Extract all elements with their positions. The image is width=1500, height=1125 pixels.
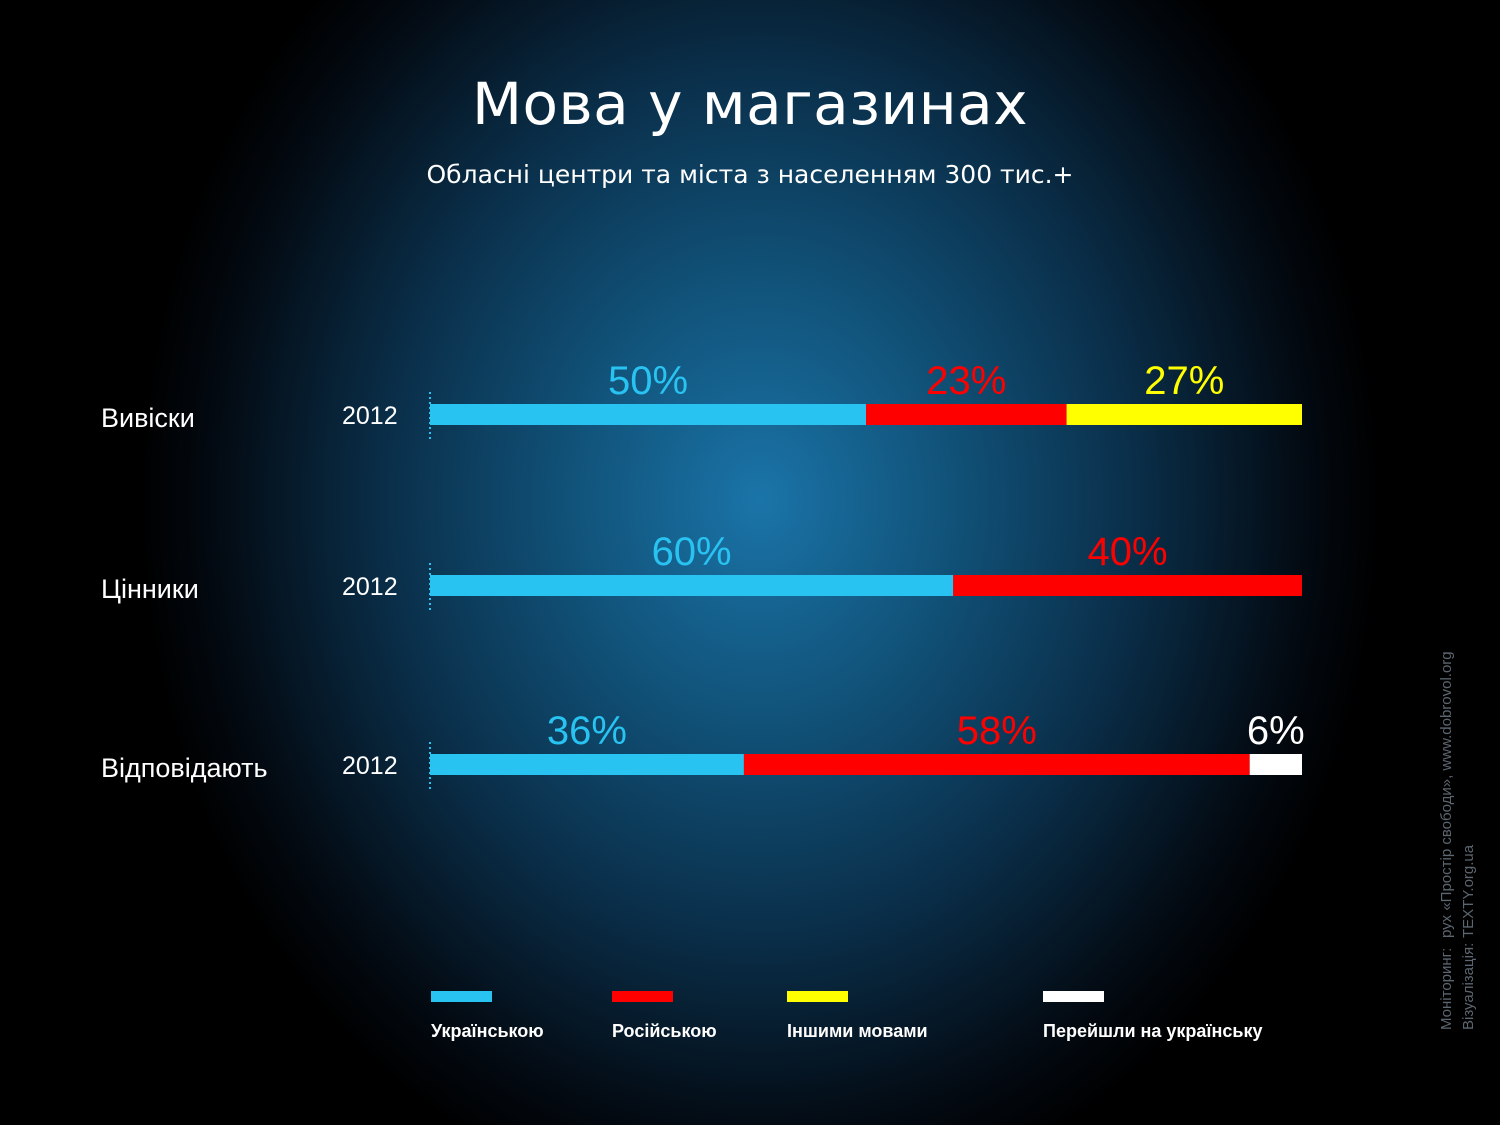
bar-segment (1249, 754, 1302, 775)
data-label: 6% (1247, 709, 1305, 753)
legend-label: Іншими мовами (787, 1021, 928, 1041)
credits: Моніторинг: рух «Простір свободи», www.d… (1436, 610, 1480, 1030)
year-label: 2012 (342, 402, 398, 430)
legend-swatch (787, 991, 848, 1002)
credits-monitoring: Моніторинг: рух «Простір свободи», www.d… (1436, 610, 1458, 1030)
monitoring-label: Моніторинг: (1438, 947, 1455, 1030)
data-label: 23% (926, 359, 1006, 403)
visualization-value: TEXTY.org.ua (1460, 844, 1477, 938)
bar-segment (430, 575, 954, 596)
data-label: 36% (547, 709, 627, 753)
category-label: Вивіски (101, 403, 195, 433)
credits-visualization: Візуалізація: TEXTY.org.ua (1458, 610, 1480, 1030)
monitoring-value: рух «Простір свободи», www.dobrovol.org (1438, 651, 1455, 938)
legend-swatch (612, 991, 673, 1002)
legend-label: Перейшли на українську (1043, 1021, 1262, 1041)
year-label: 2012 (342, 573, 398, 601)
bar-segment (1066, 404, 1302, 425)
data-label: 50% (608, 359, 688, 403)
data-label: 58% (957, 709, 1037, 753)
year-label: 2012 (342, 752, 398, 780)
bar-segment (866, 404, 1067, 425)
legend-swatch (1043, 991, 1104, 1002)
legend-label: Російською (612, 1021, 717, 1041)
chart-title: Мова у магазинах (471, 70, 1029, 138)
data-label: 60% (652, 530, 732, 574)
category-label: Цінники (101, 574, 199, 604)
legend-swatch (431, 991, 492, 1002)
bar-segment (953, 575, 1302, 596)
chart-subtitle: Обласні центри та міста з населенням 300… (426, 160, 1074, 189)
data-label: 27% (1144, 359, 1224, 403)
category-label: Відповідають (101, 753, 268, 783)
bar-segment (743, 754, 1250, 775)
bar-segment (430, 404, 866, 425)
data-label: 40% (1088, 530, 1168, 574)
visualization-label: Візуалізація: (1460, 942, 1477, 1030)
legend-label: Українською (431, 1021, 544, 1041)
bar-segment (430, 754, 744, 775)
